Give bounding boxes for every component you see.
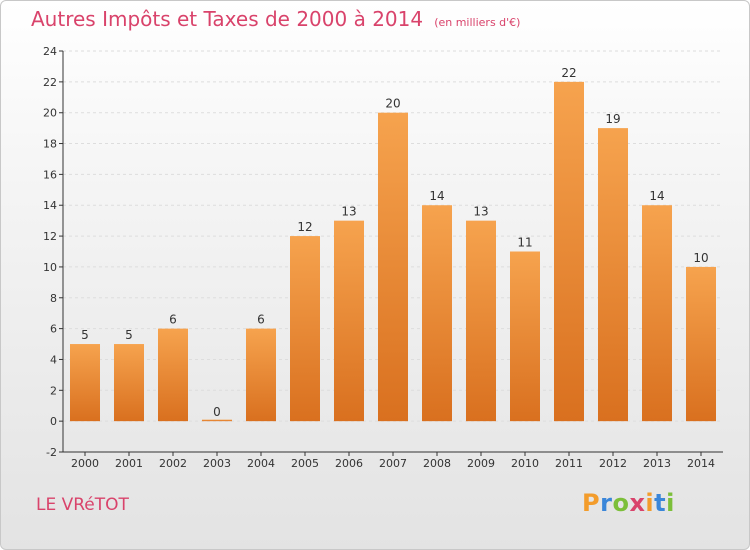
- y-tick-label: 16: [43, 168, 57, 181]
- y-tick-label: 0: [50, 415, 57, 428]
- x-tick-label: 2012: [599, 457, 627, 470]
- x-tick-label: 2011: [555, 457, 583, 470]
- x-tick-label: 2008: [423, 457, 451, 470]
- x-tick-label: 2000: [71, 457, 99, 470]
- x-tick-label: 2001: [115, 457, 143, 470]
- x-tick-label: 2009: [467, 457, 495, 470]
- y-tick-label: 2: [50, 384, 57, 397]
- title-line: Autres Impôts et Taxes de 2000 à 2014 (e…: [31, 7, 520, 31]
- bar-2008: [422, 205, 452, 422]
- bar-2007: [378, 112, 408, 422]
- bar-value-label: 0: [213, 405, 221, 419]
- y-tick-label: 6: [50, 323, 57, 336]
- bar-value-label: 14: [649, 189, 664, 203]
- bar-2006: [334, 220, 364, 422]
- y-tick-label: 14: [43, 199, 57, 212]
- x-tick-label: 2002: [159, 457, 187, 470]
- bar-2014: [686, 266, 716, 422]
- logo-letter: t: [654, 489, 667, 517]
- bar-value-label: 20: [385, 97, 400, 111]
- bar-2002: [158, 328, 188, 422]
- logo-letter: r: [600, 489, 613, 517]
- chart-title: Autres Impôts et Taxes de 2000 à 2014: [31, 7, 424, 31]
- bar-value-label: 22: [561, 66, 576, 80]
- bar-value-label: 5: [125, 328, 133, 342]
- bar-2005: [290, 236, 320, 422]
- bar-value-label: 13: [473, 205, 488, 219]
- y-tick-label: 22: [43, 76, 57, 89]
- logo-letter: i: [666, 489, 675, 517]
- x-tick-label: 2010: [511, 457, 539, 470]
- logo-letter: x: [629, 489, 646, 517]
- bar-value-label: 14: [429, 189, 444, 203]
- bar-value-label: 19: [605, 112, 620, 126]
- y-tick-label: 24: [43, 45, 57, 58]
- x-tick-label: 2006: [335, 457, 363, 470]
- bar-value-label: 13: [341, 205, 356, 219]
- logo-letter: i: [645, 489, 655, 517]
- bar-value-label: 12: [297, 220, 312, 234]
- y-tick-label: 8: [50, 292, 57, 305]
- x-tick-label: 2014: [687, 457, 715, 470]
- x-tick-label: 2004: [247, 457, 275, 470]
- bar-2004: [246, 328, 276, 422]
- bar-value-label: 5: [81, 328, 89, 342]
- x-tick-label: 2003: [203, 457, 231, 470]
- bar-2010: [510, 251, 540, 422]
- x-tick-label: 2005: [291, 457, 319, 470]
- bar-2000: [70, 344, 100, 422]
- x-tick-label: 2007: [379, 457, 407, 470]
- location-name: LE VRéTOT: [36, 495, 129, 515]
- logo-letter: o: [612, 489, 630, 517]
- bar-2003: [202, 419, 232, 422]
- bar-2009: [466, 220, 496, 422]
- bar-value-label: 10: [693, 251, 708, 265]
- y-tick-label: 4: [50, 353, 57, 366]
- x-tick-label: 2013: [643, 457, 671, 470]
- y-tick-label: -2: [46, 446, 57, 459]
- y-tick-label: 20: [43, 107, 57, 120]
- chart-subtitle: (en milliers d'€): [434, 16, 521, 29]
- bar-2013: [642, 205, 672, 422]
- bar-2012: [598, 128, 628, 422]
- logo-letter: P: [582, 489, 601, 517]
- bar-2011: [554, 81, 584, 422]
- proxiti-logo: Proxiti: [582, 489, 675, 517]
- bar-value-label: 6: [169, 313, 177, 327]
- y-tick-label: 10: [43, 261, 57, 274]
- y-tick-label: 18: [43, 138, 57, 151]
- bar-2001: [114, 344, 144, 422]
- bar-value-label: 11: [517, 236, 532, 250]
- bar-value-label: 6: [257, 313, 265, 327]
- y-tick-label: 12: [43, 230, 57, 243]
